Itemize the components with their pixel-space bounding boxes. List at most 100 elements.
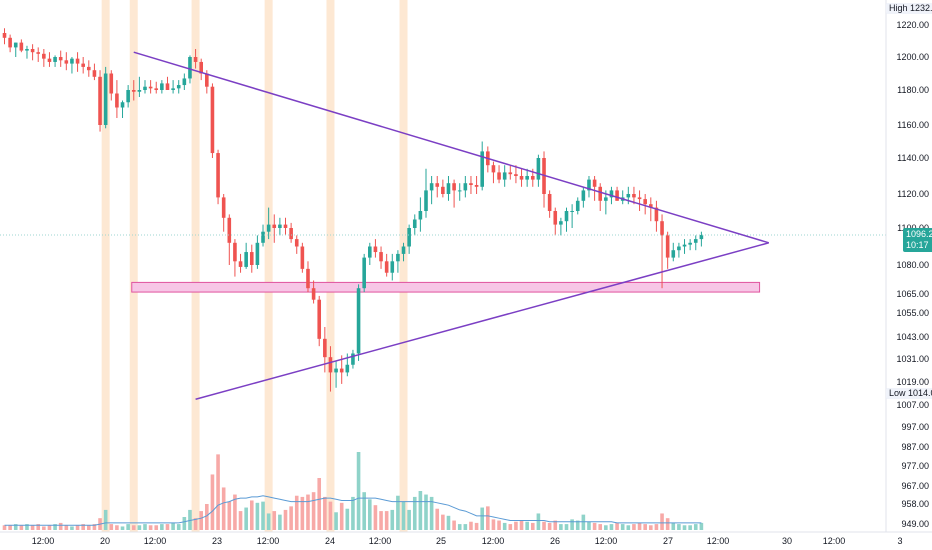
- candle[interactable]: [497, 165, 501, 184]
- candle[interactable]: [396, 250, 400, 273]
- candle[interactable]: [278, 217, 282, 236]
- candle[interactable]: [553, 207, 558, 236]
- candle[interactable]: [58, 50, 63, 67]
- candle[interactable]: [2, 28, 7, 45]
- candle[interactable]: [109, 70, 114, 101]
- upper-trendline[interactable]: [133, 51, 770, 244]
- candle[interactable]: [508, 165, 513, 180]
- candle[interactable]: [649, 197, 653, 222]
- candle[interactable]: [317, 295, 322, 347]
- candle[interactable]: [131, 80, 136, 101]
- candle[interactable]: [126, 85, 130, 108]
- candle[interactable]: [334, 360, 338, 388]
- candle[interactable]: [249, 244, 254, 273]
- candle[interactable]: [36, 47, 41, 62]
- candle[interactable]: [373, 239, 378, 258]
- candle[interactable]: [25, 45, 29, 59]
- candle[interactable]: [53, 55, 57, 67]
- candle[interactable]: [351, 349, 355, 369]
- candle[interactable]: [575, 197, 580, 215]
- candle[interactable]: [480, 141, 484, 191]
- candle[interactable]: [92, 63, 97, 81]
- candle[interactable]: [30, 44, 35, 61]
- candle[interactable]: [632, 186, 636, 205]
- candle[interactable]: [418, 197, 423, 232]
- candle[interactable]: [693, 235, 698, 251]
- candle[interactable]: [261, 224, 265, 247]
- candle[interactable]: [362, 253, 366, 293]
- candle[interactable]: [165, 76, 170, 90]
- candle[interactable]: [289, 222, 293, 243]
- candle[interactable]: [323, 327, 327, 373]
- candle[interactable]: [300, 242, 305, 273]
- candle[interactable]: [682, 239, 687, 254]
- candle[interactable]: [233, 239, 237, 277]
- candle[interactable]: [154, 81, 159, 94]
- candle[interactable]: [502, 165, 507, 187]
- candle[interactable]: [514, 165, 518, 184]
- candle[interactable]: [8, 34, 12, 53]
- candle[interactable]: [75, 52, 80, 72]
- candle[interactable]: [244, 242, 248, 269]
- candle[interactable]: [592, 176, 597, 201]
- candle[interactable]: [559, 217, 563, 236]
- candle[interactable]: [368, 242, 372, 265]
- candle[interactable]: [446, 176, 451, 201]
- candle[interactable]: [424, 168, 428, 218]
- candle[interactable]: [441, 179, 445, 198]
- candle[interactable]: [98, 70, 102, 132]
- candle[interactable]: [671, 242, 676, 262]
- candle[interactable]: [536, 154, 541, 187]
- candle[interactable]: [654, 200, 659, 232]
- candle[interactable]: [255, 235, 260, 269]
- candle[interactable]: [103, 66, 108, 129]
- candle[interactable]: [699, 231, 704, 247]
- candle[interactable]: [81, 57, 85, 74]
- candle[interactable]: [294, 235, 299, 254]
- candle[interactable]: [272, 214, 277, 243]
- candle[interactable]: [665, 231, 670, 269]
- candle[interactable]: [435, 176, 440, 198]
- candle[interactable]: [581, 186, 586, 208]
- candle[interactable]: [356, 284, 361, 361]
- lower-trendline[interactable]: [195, 242, 770, 400]
- candle[interactable]: [547, 190, 552, 218]
- candle[interactable]: [199, 58, 203, 81]
- candle[interactable]: [564, 207, 569, 232]
- candle[interactable]: [457, 183, 462, 201]
- candle[interactable]: [182, 73, 187, 91]
- candle[interactable]: [311, 280, 316, 304]
- support-zone[interactable]: [131, 281, 761, 293]
- candle[interactable]: [384, 253, 389, 277]
- candle[interactable]: [637, 190, 642, 211]
- candle[interactable]: [412, 214, 417, 236]
- candle[interactable]: [137, 76, 142, 97]
- candle[interactable]: [64, 52, 69, 71]
- candle[interactable]: [452, 179, 456, 208]
- candle[interactable]: [115, 80, 119, 118]
- candle[interactable]: [525, 168, 529, 187]
- candle[interactable]: [210, 83, 215, 158]
- candle[interactable]: [266, 207, 271, 240]
- candle[interactable]: [587, 176, 591, 198]
- candle[interactable]: [615, 186, 619, 201]
- candle[interactable]: [283, 217, 288, 236]
- candle[interactable]: [19, 39, 24, 53]
- candle[interactable]: [221, 194, 226, 232]
- candle[interactable]: [491, 161, 496, 184]
- candle[interactable]: [42, 49, 46, 67]
- candle[interactable]: [519, 168, 524, 187]
- candle[interactable]: [171, 80, 175, 94]
- candle[interactable]: [193, 49, 198, 69]
- candle[interactable]: [598, 183, 603, 211]
- candle[interactable]: [407, 224, 411, 254]
- candle[interactable]: [379, 246, 383, 269]
- candle[interactable]: [47, 52, 52, 67]
- candle[interactable]: [148, 80, 153, 94]
- candle[interactable]: [677, 242, 681, 258]
- candle[interactable]: [469, 176, 473, 194]
- candle[interactable]: [238, 253, 243, 273]
- candle[interactable]: [688, 239, 692, 251]
- candle[interactable]: [429, 176, 434, 205]
